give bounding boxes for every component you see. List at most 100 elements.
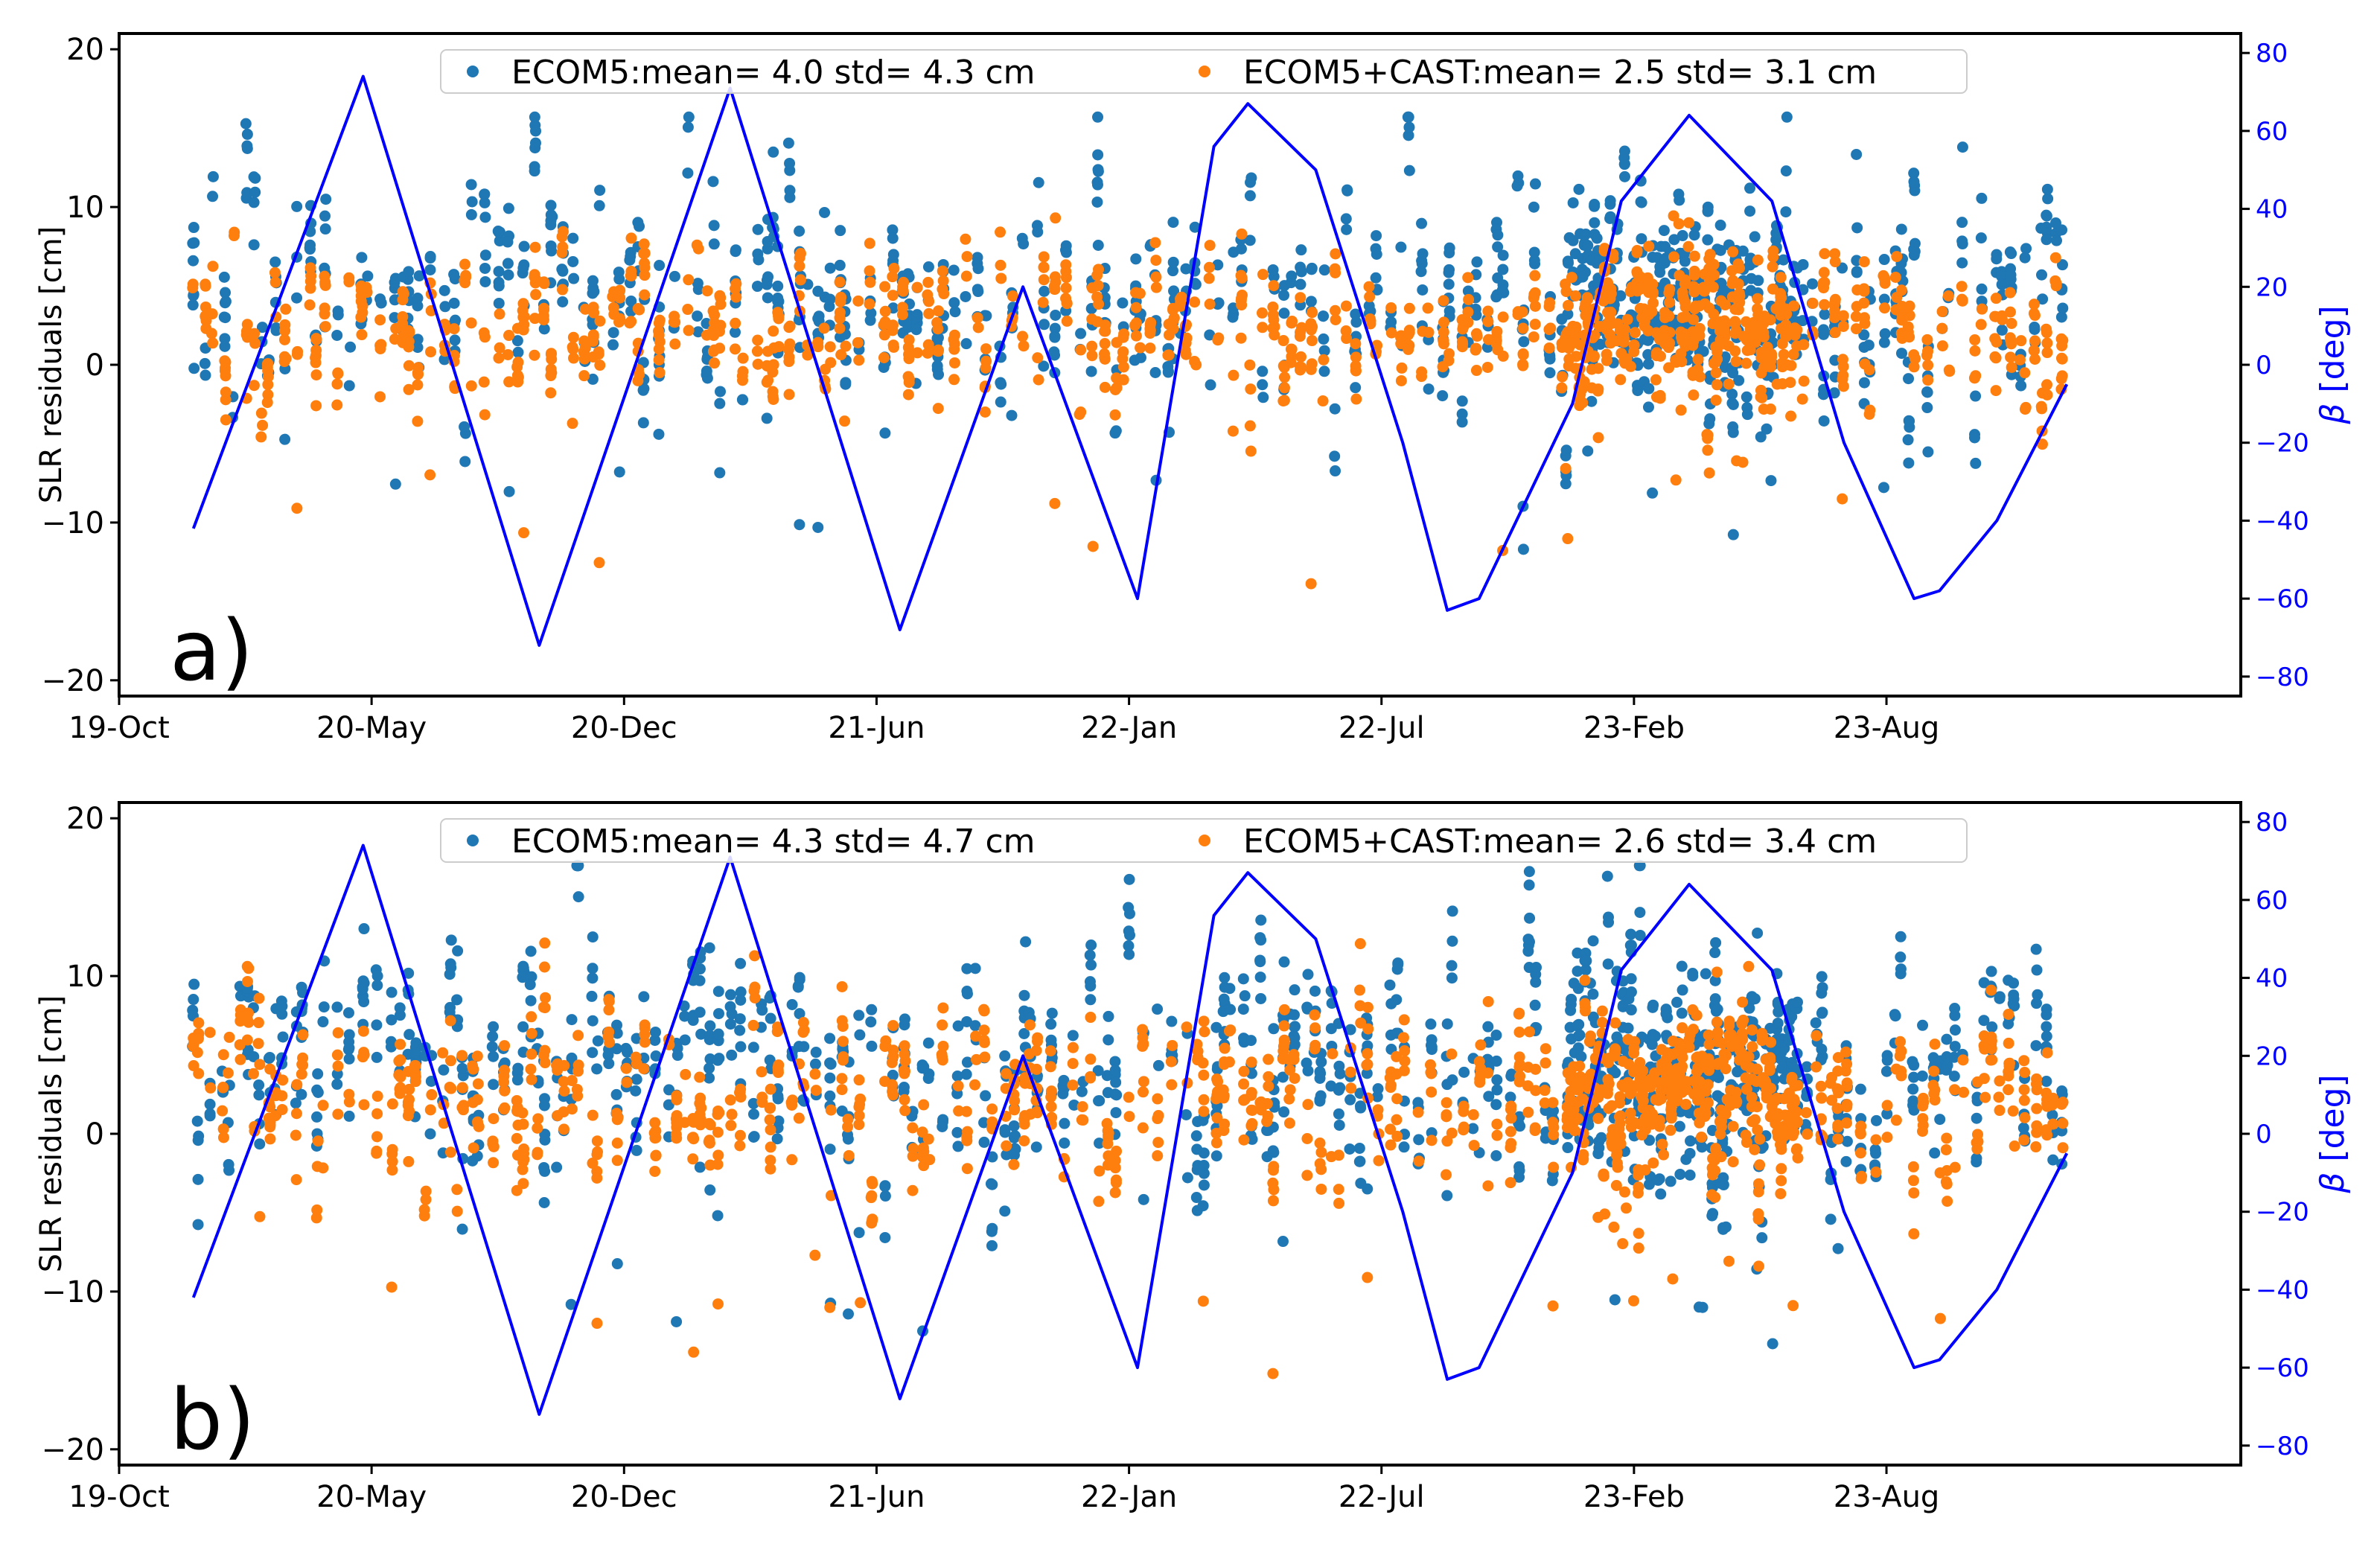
scatter-point bbox=[558, 1059, 570, 1071]
scatter-point bbox=[1975, 232, 1987, 244]
scatter-point bbox=[1837, 380, 1849, 392]
scatter-point bbox=[1704, 249, 1716, 261]
scatter-point bbox=[1417, 248, 1429, 260]
scatter-point bbox=[1732, 258, 1744, 270]
scatter-point bbox=[558, 1123, 570, 1135]
scatter-point bbox=[1137, 1122, 1149, 1134]
scatter-point bbox=[1663, 287, 1675, 299]
scatter-point bbox=[887, 1069, 899, 1081]
scatter-point bbox=[1110, 1107, 1122, 1119]
scatter-point bbox=[688, 1133, 700, 1145]
scatter-point bbox=[1517, 322, 1529, 334]
scatter-point bbox=[297, 1052, 309, 1064]
scatter-point bbox=[1956, 217, 1968, 229]
scatter-point bbox=[712, 1298, 724, 1310]
scatter-point bbox=[1916, 1070, 1928, 1082]
scatter-point bbox=[1851, 148, 1863, 160]
scatter-point bbox=[498, 1070, 510, 1082]
scatter-point bbox=[1145, 316, 1157, 328]
scatter-point bbox=[1927, 1079, 1939, 1091]
scatter-point bbox=[986, 1178, 998, 1190]
scatter-point bbox=[683, 325, 695, 336]
scatter-point bbox=[1642, 401, 1654, 413]
scatter-point bbox=[1741, 1083, 1752, 1095]
scatter-point bbox=[768, 325, 779, 337]
scatter-point bbox=[1218, 1124, 1230, 1136]
scatter-point bbox=[1109, 1065, 1121, 1076]
scatter-point bbox=[751, 345, 763, 357]
scatter-point bbox=[1425, 1018, 1437, 1030]
scatter-point bbox=[1902, 321, 1914, 333]
scatter-point bbox=[567, 255, 579, 267]
scatter-point bbox=[1664, 327, 1676, 339]
scatter-point bbox=[922, 261, 934, 272]
scatter-point bbox=[692, 326, 704, 338]
scatter-point bbox=[978, 1117, 990, 1129]
scatter-point bbox=[291, 200, 303, 212]
scatter-point bbox=[1618, 329, 1630, 341]
scatter-point bbox=[708, 238, 720, 250]
scatter-point bbox=[1505, 1177, 1516, 1189]
scatter-point bbox=[1801, 1061, 1813, 1073]
scatter-point bbox=[1110, 1076, 1122, 1088]
scatter-point bbox=[762, 374, 774, 386]
scatter-point bbox=[937, 1019, 948, 1031]
scatter-point bbox=[2003, 1018, 2014, 1030]
scatter-point bbox=[765, 1012, 776, 1024]
scatter-point bbox=[2008, 977, 2020, 989]
scatter-point bbox=[620, 1062, 632, 1074]
scatter-point bbox=[397, 294, 409, 306]
series-ecom5-cast bbox=[187, 210, 2069, 590]
scatter-point bbox=[603, 1058, 615, 1070]
scatter-point bbox=[1244, 420, 1256, 432]
ytick-label: 10 bbox=[66, 191, 104, 225]
scatter-point bbox=[511, 335, 523, 347]
scatter-point bbox=[502, 348, 514, 360]
scatter-point bbox=[1647, 487, 1659, 499]
scatter-point bbox=[1138, 1076, 1149, 1088]
scatter-point bbox=[537, 314, 549, 326]
scatter-point bbox=[2004, 1057, 2016, 1069]
scatter-point bbox=[879, 281, 891, 293]
scatter-point bbox=[465, 208, 477, 220]
scatter-point bbox=[961, 1126, 973, 1138]
scatter-point bbox=[1850, 310, 1862, 322]
xtick-label: 20-Dec bbox=[571, 711, 677, 745]
scatter-point bbox=[1045, 1101, 1057, 1113]
scatter-point bbox=[503, 330, 515, 342]
scatter-point bbox=[345, 341, 357, 353]
scatter-point bbox=[1513, 1111, 1525, 1123]
scatter-point bbox=[2006, 318, 2017, 330]
scatter-point bbox=[1588, 351, 1600, 363]
scatter-point bbox=[1634, 907, 1646, 919]
scatter-point bbox=[1871, 1114, 1883, 1126]
scatter-point bbox=[1664, 337, 1676, 349]
scatter-point bbox=[1305, 363, 1317, 375]
scatter-point bbox=[1305, 578, 1317, 590]
scatter-point bbox=[853, 1110, 865, 1122]
scatter-point bbox=[1254, 972, 1266, 983]
scatter-point bbox=[1239, 990, 1251, 1002]
scatter-point bbox=[2041, 209, 2052, 221]
scatter-point bbox=[838, 1051, 849, 1063]
scatter-point bbox=[2055, 311, 2067, 323]
scatter-point bbox=[1819, 299, 1831, 310]
scatter-point bbox=[1117, 374, 1129, 386]
scatter-point bbox=[899, 1048, 910, 1060]
scatter-point bbox=[1560, 444, 1572, 456]
scatter-point bbox=[1085, 366, 1097, 377]
scatter-point bbox=[1802, 1129, 1813, 1140]
scatter-point bbox=[1181, 1021, 1193, 1033]
scatter-point bbox=[587, 963, 599, 974]
scatter-point bbox=[1318, 345, 1330, 357]
scatter-point bbox=[694, 1161, 706, 1173]
scatter-point bbox=[1668, 210, 1679, 222]
scatter-point bbox=[187, 255, 199, 267]
scatter-point bbox=[725, 1120, 737, 1132]
scatter-point bbox=[786, 998, 798, 1010]
scatter-point bbox=[1397, 1032, 1409, 1044]
scatter-point bbox=[638, 991, 650, 1003]
scatter-point bbox=[568, 272, 580, 284]
scatter-point bbox=[444, 1001, 456, 1013]
scatter-point bbox=[1441, 1169, 1452, 1181]
